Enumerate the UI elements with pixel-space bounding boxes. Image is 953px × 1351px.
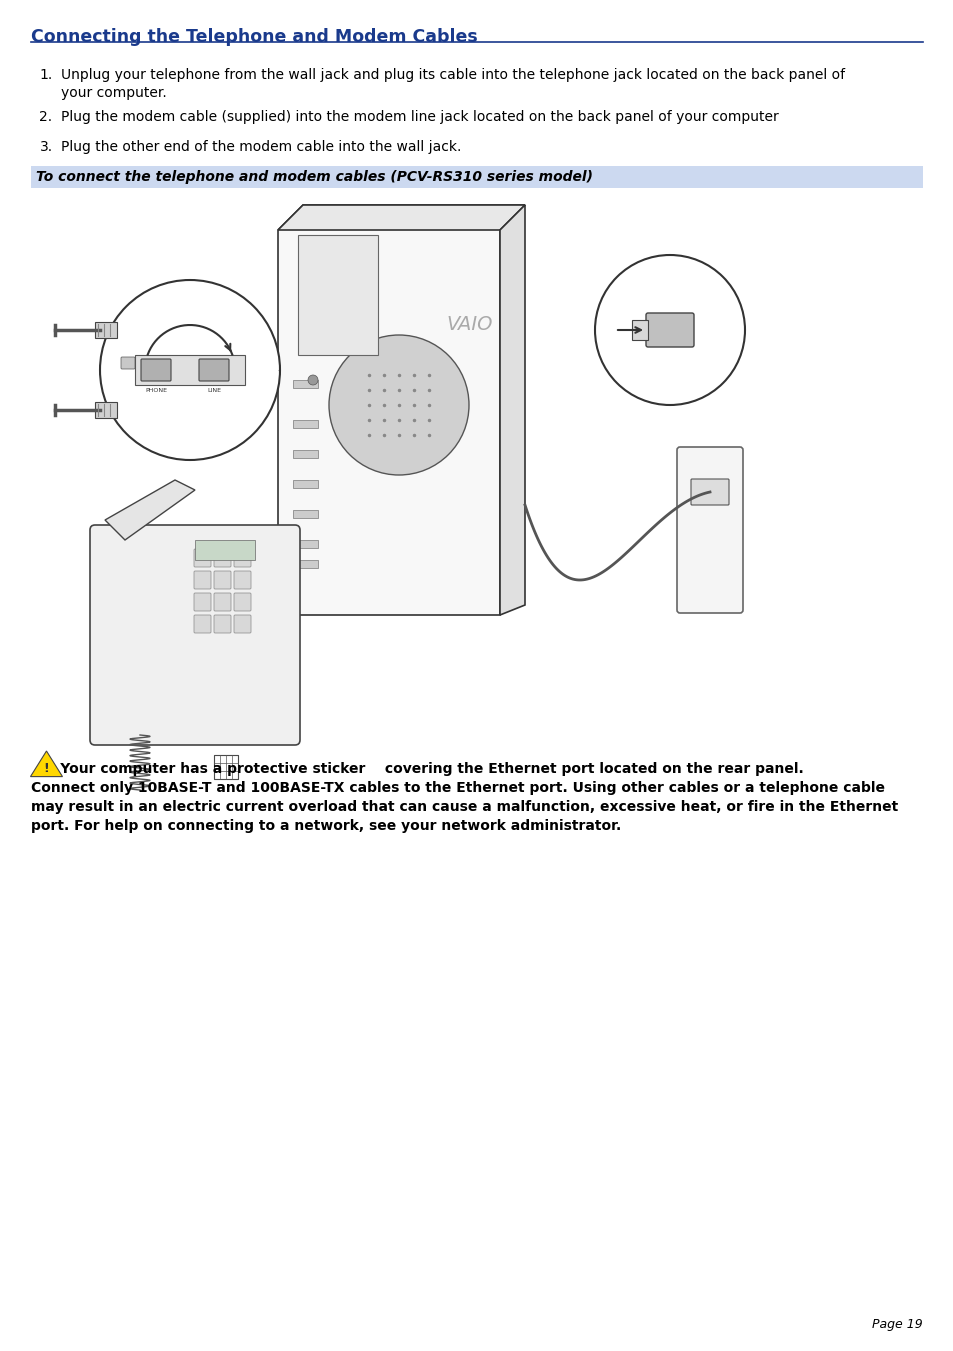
Text: PHONE: PHONE	[145, 388, 167, 393]
FancyBboxPatch shape	[297, 235, 377, 355]
Text: LINE: LINE	[207, 388, 221, 393]
FancyBboxPatch shape	[199, 359, 229, 381]
FancyBboxPatch shape	[293, 540, 317, 549]
Text: Connect only 10BASE-T and 100BASE-TX cables to the Ethernet port. Using other ca: Connect only 10BASE-T and 100BASE-TX cab…	[31, 781, 884, 794]
Text: 2.: 2.	[39, 109, 52, 124]
FancyBboxPatch shape	[121, 357, 135, 369]
FancyBboxPatch shape	[193, 593, 211, 611]
FancyBboxPatch shape	[233, 571, 251, 589]
FancyBboxPatch shape	[90, 526, 299, 744]
FancyBboxPatch shape	[95, 322, 117, 338]
FancyBboxPatch shape	[213, 571, 231, 589]
Polygon shape	[277, 205, 524, 615]
FancyBboxPatch shape	[233, 593, 251, 611]
Circle shape	[329, 335, 469, 476]
FancyBboxPatch shape	[193, 615, 211, 634]
Text: 1.: 1.	[39, 68, 52, 82]
Polygon shape	[499, 205, 524, 615]
Polygon shape	[631, 320, 647, 340]
Text: Your computer has a protective sticker    covering the Ethernet port located on : Your computer has a protective sticker c…	[31, 762, 803, 775]
FancyBboxPatch shape	[213, 615, 231, 634]
FancyBboxPatch shape	[213, 549, 231, 567]
Text: Unplug your telephone from the wall jack and plug its cable into the telephone j: Unplug your telephone from the wall jack…	[61, 68, 844, 100]
Polygon shape	[105, 480, 194, 540]
FancyBboxPatch shape	[293, 509, 317, 517]
FancyBboxPatch shape	[233, 615, 251, 634]
FancyBboxPatch shape	[194, 540, 254, 561]
FancyBboxPatch shape	[141, 359, 171, 381]
FancyBboxPatch shape	[690, 480, 728, 505]
Text: 3.: 3.	[39, 141, 52, 154]
FancyBboxPatch shape	[213, 593, 231, 611]
Text: port. For help on connecting to a network, see your network administrator.: port. For help on connecting to a networ…	[31, 819, 621, 834]
Text: Plug the modem cable (supplied) into the modem line jack located on the back pan: Plug the modem cable (supplied) into the…	[61, 109, 779, 124]
FancyBboxPatch shape	[135, 355, 245, 385]
FancyBboxPatch shape	[677, 447, 742, 613]
Text: !: !	[44, 762, 50, 775]
Text: VAIO: VAIO	[446, 316, 493, 335]
Circle shape	[100, 280, 280, 459]
FancyBboxPatch shape	[95, 403, 117, 417]
Text: Page 19: Page 19	[871, 1319, 922, 1331]
FancyBboxPatch shape	[293, 420, 317, 428]
FancyBboxPatch shape	[293, 480, 317, 488]
Circle shape	[595, 255, 744, 405]
FancyBboxPatch shape	[293, 450, 317, 458]
FancyBboxPatch shape	[233, 549, 251, 567]
FancyBboxPatch shape	[293, 561, 317, 567]
FancyBboxPatch shape	[645, 313, 693, 347]
FancyBboxPatch shape	[214, 755, 238, 780]
Polygon shape	[277, 205, 524, 230]
Text: To connect the telephone and modem cables (PCV-RS310 series model): To connect the telephone and modem cable…	[36, 170, 593, 184]
FancyBboxPatch shape	[293, 380, 317, 388]
FancyBboxPatch shape	[31, 166, 922, 188]
Polygon shape	[30, 751, 62, 777]
Circle shape	[308, 376, 317, 385]
Text: Plug the other end of the modem cable into the wall jack.: Plug the other end of the modem cable in…	[61, 141, 461, 154]
FancyBboxPatch shape	[193, 549, 211, 567]
Text: Connecting the Telephone and Modem Cables: Connecting the Telephone and Modem Cable…	[31, 28, 477, 46]
Text: may result in an electric current overload that can cause a malfunction, excessi: may result in an electric current overlo…	[31, 800, 898, 815]
FancyBboxPatch shape	[193, 571, 211, 589]
